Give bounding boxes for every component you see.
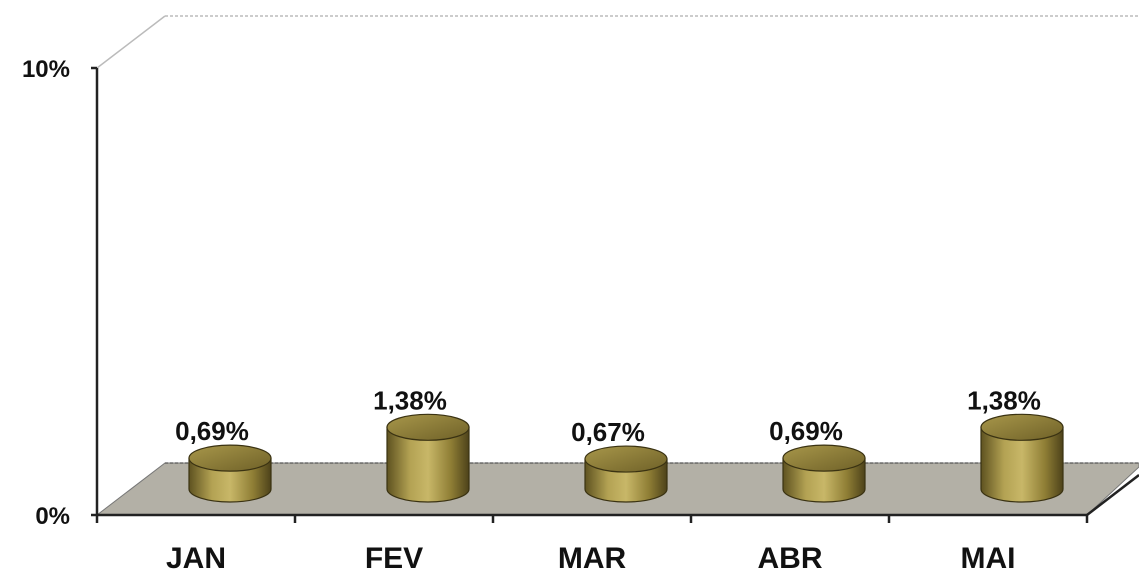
bar-top	[980, 413, 1064, 441]
bar-top	[584, 445, 668, 473]
back-wall-left-edge	[96, 15, 166, 69]
x-tick-label-fev: FEV	[365, 542, 423, 575]
x-tick-label-abr: ABR	[758, 542, 823, 575]
bar-body	[386, 426, 470, 503]
bar-mai	[980, 413, 1064, 503]
data-label-jan: 0,69%	[175, 416, 249, 446]
y-tick-label-min: 0%	[35, 503, 70, 530]
x-tick-label-mar: MAR	[558, 542, 627, 575]
data-label-mar: 0,67%	[571, 417, 645, 447]
x-tick-label-jan: JAN	[166, 542, 226, 575]
bar-abr	[782, 444, 866, 503]
bar-mar	[584, 445, 668, 503]
floor-right-edge	[1086, 474, 1139, 516]
bar-jan	[188, 444, 272, 503]
data-label-abr: 0,69%	[769, 416, 843, 446]
bar-fev	[386, 413, 470, 503]
y-tick-label-max: 10%	[22, 56, 70, 83]
bar-top	[386, 413, 470, 441]
data-label-fev: 1,38%	[373, 385, 447, 415]
bar-top	[782, 444, 866, 472]
bar-top	[188, 444, 272, 472]
bar-body	[980, 426, 1064, 503]
data-label-mai: 1,38%	[967, 385, 1041, 415]
x-tick-label-mai: MAI	[961, 542, 1016, 575]
